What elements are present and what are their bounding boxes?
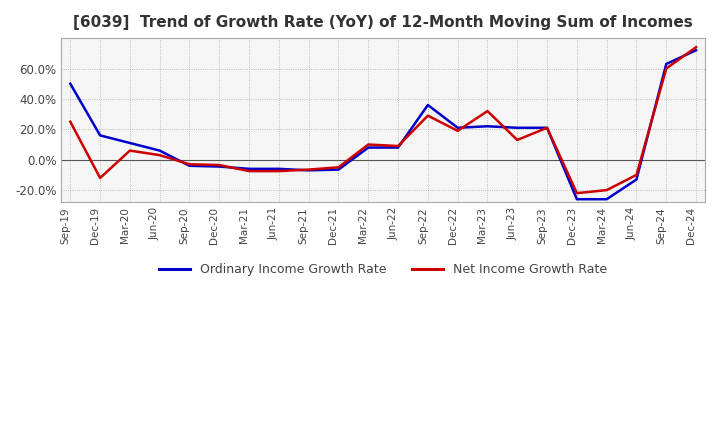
Legend: Ordinary Income Growth Rate, Net Income Growth Rate: Ordinary Income Growth Rate, Net Income … — [154, 258, 612, 282]
Title: [6039]  Trend of Growth Rate (YoY) of 12-Month Moving Sum of Incomes: [6039] Trend of Growth Rate (YoY) of 12-… — [73, 15, 693, 30]
